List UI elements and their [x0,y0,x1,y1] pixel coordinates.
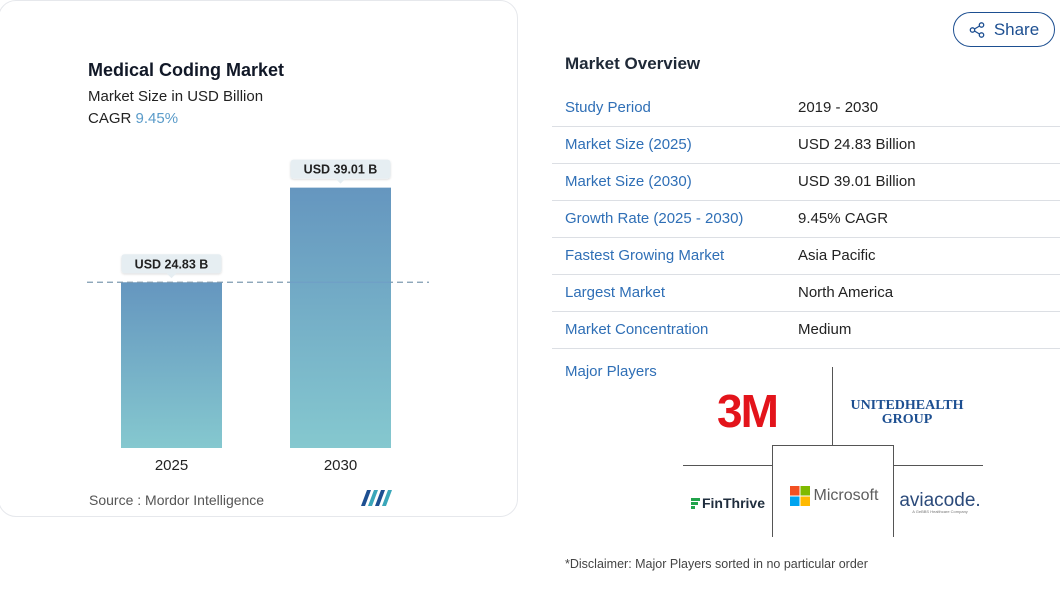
share-icon [969,21,985,38]
overview-value: 9.45% CAGR [798,210,889,227]
overview-row-study-period: Study Period 2019 - 2030 [552,90,1060,127]
major-players-disclaimer: *Disclaimer: Major Players sorted in no … [565,557,868,571]
grid-divider [683,465,772,466]
overview-value: Medium [798,321,852,338]
overview-value: USD 24.83 Billion [798,136,916,153]
grid-divider [772,445,893,446]
microsoft-windows-icon [789,486,810,506]
overview-label: Growth Rate (2025 - 2030) [565,210,744,227]
unitedhealth-group-logo: UNITEDHEALTH GROUP [843,395,971,431]
market-chart-card: Medical Coding Market Market Size in USD… [0,0,518,517]
aviacode-tagline: A GeBBS Healthcare Company [912,509,968,515]
chart-source: Source : Mordor Intelligence [89,492,265,508]
grid-divider [832,367,833,445]
3m-logo: 3M [697,387,797,435]
data-label: USD 24.83 B [135,257,209,271]
overview-label: Market Size (2025) [565,136,692,153]
microsoft-logo: Microsoft [779,481,889,511]
bar-2030 [290,187,391,449]
overview-label: Market Size (2030) [565,173,692,190]
overview-value: North America [798,284,894,301]
finthrive-logo-text: FinThrive [701,495,765,511]
x-tick-label: 2030 [324,457,357,474]
grid-divider [893,445,894,537]
overview-label: Largest Market [565,284,666,301]
microsoft-logo-text: Microsoft [813,487,879,504]
market-overview-table: Study Period 2019 - 2030 Market Size (20… [552,90,1060,349]
mordor-intelligence-logo [361,490,392,506]
x-tick-label: 2025 [155,457,188,474]
aviacode-logo: aviacode. A GeBBS Healthcare Company [897,487,983,519]
overview-row-fastest-growing: Fastest Growing Market Asia Pacific [552,238,1060,275]
share-label: Share [993,19,1040,39]
finthrive-mark-icon [690,497,700,509]
data-label-box [121,254,222,274]
market-overview-title: Market Overview [565,54,701,73]
overview-row-market-size-2025: Market Size (2025) USD 24.83 Billion [552,127,1060,164]
unitedhealth-logo-line1: UNITEDHEALTH [850,398,964,413]
overview-row-growth-rate: Growth Rate (2025 - 2030) 9.45% CAGR [552,201,1060,238]
overview-label: Study Period [565,99,651,116]
data-label-box [290,159,391,179]
overview-value: Asia Pacific [798,247,876,264]
overview-value: 2019 - 2030 [798,99,879,116]
grid-divider [893,465,983,466]
grid-divider [772,445,773,537]
chart-title: Medical Coding Market [88,60,285,80]
finthrive-logo: FinThrive [687,491,769,515]
aviacode-logo-text: aviacode. [899,490,981,512]
data-label-pointer [335,178,346,184]
cagr-label: CAGR [88,110,132,127]
3m-logo-text: 3M [717,385,779,437]
data-label: USD 39.01 B [304,163,378,177]
overview-value: USD 39.01 Billion [798,173,916,190]
overview-label: Market Concentration [565,321,709,338]
cagr-line: CAGR 9.45% [88,110,178,127]
overview-row-largest-market: Largest Market North America [552,275,1060,312]
overview-row-concentration: Market Concentration Medium [552,312,1060,349]
data-label-pointer [166,273,177,279]
overview-row-market-size-2030: Market Size (2030) USD 39.01 Billion [552,164,1060,201]
bar-chart-svg: USD 24.83 B USD 39.01 B 2025 2030 [87,159,429,474]
bar-2025 [121,282,222,448]
share-button[interactable]: Share [953,12,1055,47]
major-players-label: Major Players [565,363,657,380]
bar-chart: USD 24.83 B USD 39.01 B 2025 2030 [79,141,439,481]
overview-label: Fastest Growing Market [565,247,725,264]
cagr-value: 9.45% [135,110,179,127]
unitedhealth-logo-line2: GROUP [881,412,933,427]
chart-subtitle: Market Size in USD Billion [88,88,264,105]
major-players-grid: 3M UNITEDHEALTH GROUP FinThrive Microsof… [683,367,983,537]
